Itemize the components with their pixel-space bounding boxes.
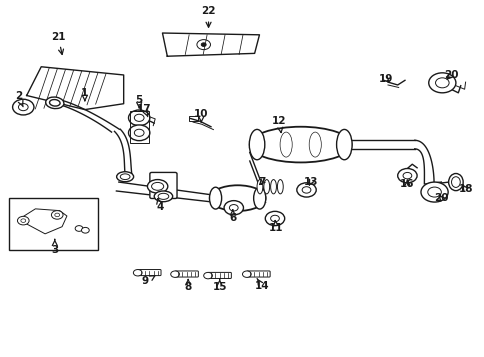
Ellipse shape [154, 191, 172, 202]
Ellipse shape [120, 174, 130, 180]
Text: 3: 3 [51, 239, 58, 255]
Text: 9: 9 [142, 276, 155, 286]
Circle shape [133, 270, 142, 276]
Ellipse shape [253, 187, 265, 209]
Text: 4: 4 [156, 198, 164, 212]
Ellipse shape [209, 187, 221, 209]
Text: 22: 22 [201, 6, 215, 27]
Ellipse shape [448, 174, 462, 191]
Circle shape [75, 226, 83, 231]
Text: 6: 6 [229, 210, 236, 223]
Circle shape [201, 43, 206, 46]
Circle shape [397, 169, 416, 183]
Circle shape [203, 272, 212, 279]
Ellipse shape [249, 127, 351, 162]
Text: 1: 1 [81, 88, 88, 101]
Text: 5: 5 [136, 95, 142, 108]
Circle shape [265, 211, 284, 226]
Ellipse shape [158, 193, 168, 199]
Text: 17: 17 [137, 104, 151, 117]
Circle shape [128, 125, 150, 141]
Text: 7: 7 [257, 177, 265, 187]
Ellipse shape [249, 129, 264, 160]
Circle shape [128, 110, 150, 126]
Circle shape [134, 114, 144, 121]
Text: 21: 21 [51, 32, 65, 55]
Ellipse shape [277, 180, 283, 194]
Circle shape [224, 201, 243, 215]
Text: 13: 13 [303, 177, 318, 187]
Bar [130, 111, 149, 143]
Ellipse shape [263, 180, 269, 194]
Ellipse shape [49, 100, 60, 106]
Circle shape [13, 99, 34, 115]
Text: 2: 2 [15, 91, 23, 107]
Circle shape [420, 182, 447, 202]
FancyBboxPatch shape [246, 271, 270, 277]
Text: 20: 20 [443, 70, 457, 80]
Ellipse shape [336, 129, 351, 160]
FancyBboxPatch shape [208, 272, 231, 278]
Ellipse shape [257, 180, 262, 194]
Circle shape [242, 271, 251, 277]
Text: 18: 18 [457, 184, 472, 194]
Circle shape [51, 211, 63, 219]
FancyBboxPatch shape [137, 270, 161, 276]
Bar [9, 198, 98, 250]
Text: 16: 16 [399, 179, 414, 189]
Circle shape [17, 216, 29, 225]
Text: 8: 8 [184, 280, 191, 292]
Circle shape [134, 129, 144, 136]
Text: 15: 15 [212, 279, 227, 292]
Ellipse shape [45, 97, 64, 109]
Circle shape [296, 183, 316, 197]
Text: 20: 20 [433, 193, 448, 203]
Ellipse shape [116, 172, 134, 182]
Ellipse shape [209, 185, 265, 211]
FancyBboxPatch shape [175, 271, 198, 277]
Text: 12: 12 [272, 116, 286, 132]
FancyBboxPatch shape [150, 172, 177, 198]
Ellipse shape [147, 180, 167, 193]
Ellipse shape [151, 182, 164, 190]
Text: 10: 10 [194, 109, 208, 122]
Text: 14: 14 [254, 278, 269, 291]
Circle shape [170, 271, 179, 277]
Ellipse shape [270, 180, 276, 194]
Circle shape [428, 73, 455, 93]
Bar [189, 116, 197, 121]
Circle shape [81, 227, 89, 233]
Text: 11: 11 [269, 221, 283, 233]
Text: 19: 19 [378, 74, 392, 84]
